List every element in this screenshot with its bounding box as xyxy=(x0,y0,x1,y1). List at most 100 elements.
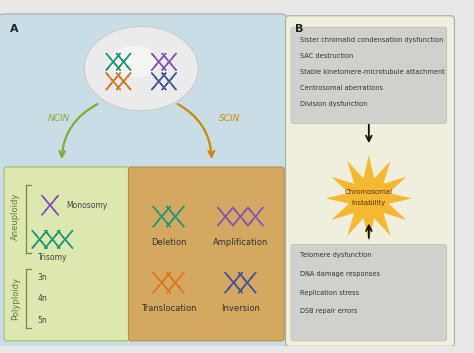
FancyBboxPatch shape xyxy=(4,167,129,341)
Polygon shape xyxy=(40,230,47,239)
Text: Trisomy: Trisomy xyxy=(37,253,67,262)
Text: NCIN: NCIN xyxy=(48,114,70,123)
Polygon shape xyxy=(159,53,166,62)
Text: Telomere dysfunction: Telomere dysfunction xyxy=(300,252,371,258)
Polygon shape xyxy=(175,206,184,217)
Polygon shape xyxy=(159,81,166,90)
Polygon shape xyxy=(151,73,159,81)
FancyBboxPatch shape xyxy=(291,244,447,341)
Text: Amplification: Amplification xyxy=(213,238,268,247)
Polygon shape xyxy=(113,81,120,90)
Polygon shape xyxy=(32,230,40,239)
Polygon shape xyxy=(255,217,264,226)
Ellipse shape xyxy=(109,46,159,78)
Text: DNA damage responses: DNA damage responses xyxy=(300,271,380,277)
Polygon shape xyxy=(151,53,159,62)
Text: Inversion: Inversion xyxy=(221,304,260,313)
Polygon shape xyxy=(238,283,247,293)
Polygon shape xyxy=(124,81,131,90)
Text: Chromosomal: Chromosomal xyxy=(345,190,393,196)
Polygon shape xyxy=(232,207,240,217)
Polygon shape xyxy=(166,217,175,227)
Polygon shape xyxy=(124,62,131,70)
Text: B: B xyxy=(295,24,303,34)
Polygon shape xyxy=(240,207,248,217)
Polygon shape xyxy=(116,53,124,62)
Text: 5n: 5n xyxy=(37,316,47,325)
Polygon shape xyxy=(116,81,124,90)
Text: Centrosomal aberrations: Centrosomal aberrations xyxy=(300,85,383,91)
Polygon shape xyxy=(225,272,234,283)
Polygon shape xyxy=(50,205,59,215)
Polygon shape xyxy=(247,207,255,217)
FancyBboxPatch shape xyxy=(285,16,455,346)
Text: Polyploidy: Polyploidy xyxy=(11,277,20,320)
Polygon shape xyxy=(113,53,120,62)
Polygon shape xyxy=(50,195,59,205)
Text: Aneuploidy: Aneuploidy xyxy=(11,193,20,240)
Polygon shape xyxy=(162,62,169,70)
Polygon shape xyxy=(153,217,162,227)
Polygon shape xyxy=(226,217,233,226)
FancyBboxPatch shape xyxy=(0,14,287,348)
Polygon shape xyxy=(159,73,166,81)
Polygon shape xyxy=(65,230,73,239)
Polygon shape xyxy=(234,283,243,293)
Polygon shape xyxy=(169,53,176,62)
Polygon shape xyxy=(32,239,40,249)
Polygon shape xyxy=(247,217,255,226)
Polygon shape xyxy=(162,217,171,227)
Text: A: A xyxy=(10,24,18,34)
Polygon shape xyxy=(162,272,171,283)
Polygon shape xyxy=(116,62,124,70)
Polygon shape xyxy=(113,73,120,81)
Polygon shape xyxy=(124,73,131,81)
Polygon shape xyxy=(166,206,175,217)
Polygon shape xyxy=(175,283,184,293)
Polygon shape xyxy=(169,81,176,90)
Polygon shape xyxy=(159,62,166,70)
Polygon shape xyxy=(52,230,60,239)
Polygon shape xyxy=(52,239,60,249)
Text: Monosomy: Monosomy xyxy=(66,201,107,210)
Polygon shape xyxy=(153,283,162,293)
Text: SCIN: SCIN xyxy=(219,114,241,123)
Polygon shape xyxy=(45,230,52,239)
Text: 4n: 4n xyxy=(37,294,47,303)
Polygon shape xyxy=(151,62,159,70)
Polygon shape xyxy=(162,283,171,293)
Text: Replication stress: Replication stress xyxy=(300,289,359,295)
Polygon shape xyxy=(153,272,162,283)
Polygon shape xyxy=(166,272,175,283)
Polygon shape xyxy=(234,272,243,283)
Polygon shape xyxy=(232,217,240,226)
Polygon shape xyxy=(106,73,113,81)
Text: Deletion: Deletion xyxy=(151,238,186,247)
Polygon shape xyxy=(124,53,131,62)
Polygon shape xyxy=(169,62,176,70)
Text: Sister chromatid condensation dysfunction: Sister chromatid condensation dysfunctio… xyxy=(300,37,443,43)
Polygon shape xyxy=(218,207,226,217)
Polygon shape xyxy=(42,205,50,215)
Polygon shape xyxy=(225,283,234,293)
FancyBboxPatch shape xyxy=(291,27,447,124)
Polygon shape xyxy=(247,283,256,293)
Polygon shape xyxy=(106,53,113,62)
Polygon shape xyxy=(106,81,113,90)
Polygon shape xyxy=(116,73,124,81)
Polygon shape xyxy=(106,62,113,70)
Polygon shape xyxy=(255,207,264,217)
Polygon shape xyxy=(247,272,256,283)
Polygon shape xyxy=(218,217,226,226)
Polygon shape xyxy=(65,239,73,249)
Polygon shape xyxy=(162,81,169,90)
Polygon shape xyxy=(162,73,169,81)
Polygon shape xyxy=(57,230,65,239)
Text: Division dysfunction: Division dysfunction xyxy=(300,101,367,107)
Polygon shape xyxy=(169,73,176,81)
Polygon shape xyxy=(162,206,171,217)
Polygon shape xyxy=(226,207,233,217)
Polygon shape xyxy=(113,62,120,70)
Text: Translocation: Translocation xyxy=(141,304,196,313)
Text: instability: instability xyxy=(352,200,386,206)
